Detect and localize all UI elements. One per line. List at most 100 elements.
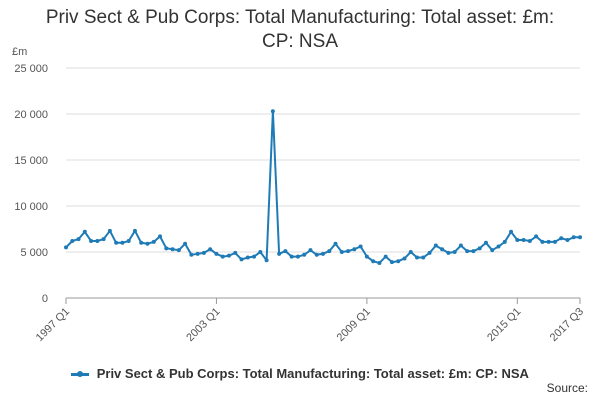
data-point — [302, 252, 307, 257]
data-point — [352, 247, 357, 252]
data-point — [321, 251, 325, 256]
data-point — [176, 248, 181, 253]
data-point — [339, 250, 344, 254]
data-point — [126, 238, 131, 243]
data-point — [220, 254, 225, 259]
data-point — [76, 237, 81, 242]
data-point — [183, 241, 188, 246]
data-point — [502, 239, 507, 244]
data-point — [70, 238, 75, 243]
data-point — [527, 238, 532, 243]
data-point — [458, 243, 463, 248]
data-point — [534, 234, 539, 239]
series-group — [64, 109, 582, 266]
data-point — [277, 251, 282, 256]
data-point — [490, 248, 495, 253]
data-point — [521, 238, 526, 243]
data-point — [233, 250, 238, 255]
data-point — [170, 247, 175, 252]
axes: 0 5 000 10 000 15 000 20 000 25 000 1997 Q1 200… — [14, 63, 586, 344]
data-point — [408, 250, 413, 254]
legend-swatch-icon — [71, 371, 90, 378]
data-point — [314, 252, 319, 257]
x-tick-label: 2017 Q3 — [548, 306, 586, 344]
data-point — [402, 256, 407, 261]
data-point — [364, 254, 369, 259]
data-point — [132, 228, 137, 233]
y-tick-label: 0 — [42, 293, 48, 305]
data-point — [308, 248, 313, 253]
x-tick-label: 2009 Q1 — [335, 306, 373, 344]
data-point — [578, 235, 582, 240]
data-point — [295, 254, 300, 259]
data-point — [264, 258, 269, 263]
data-point — [377, 261, 382, 266]
series-line — [65, 110, 580, 264]
data-point — [389, 260, 394, 265]
data-point — [114, 240, 119, 245]
data-point — [509, 229, 514, 234]
data-point — [559, 236, 564, 241]
x-tick-label: 1997 Q1 — [34, 306, 72, 344]
data-point — [226, 253, 231, 258]
source-label: Source: — [546, 381, 588, 395]
data-point — [214, 251, 219, 256]
data-point — [258, 250, 263, 254]
data-point — [483, 240, 488, 245]
data-point — [201, 250, 206, 255]
data-point — [289, 254, 294, 259]
data-point — [64, 245, 68, 250]
data-point — [139, 240, 144, 245]
y-tick-label: 15 000 — [14, 155, 48, 167]
grid-lines — [66, 67, 580, 299]
data-point — [333, 241, 338, 246]
data-point — [477, 246, 482, 251]
data-point — [546, 239, 551, 244]
data-point — [239, 257, 244, 262]
data-point — [565, 238, 570, 243]
data-point — [101, 237, 106, 242]
data-point — [571, 235, 576, 240]
data-point — [208, 247, 213, 252]
data-point — [540, 239, 545, 244]
data-point — [415, 255, 420, 260]
data-point — [89, 238, 94, 243]
data-point — [346, 249, 351, 254]
y-tick-label: 5 000 — [20, 247, 48, 259]
data-point — [427, 250, 432, 255]
y-axis-unit-label: £m — [12, 46, 28, 58]
data-point — [252, 254, 257, 259]
data-point — [440, 247, 445, 252]
data-point — [396, 259, 401, 264]
data-point — [371, 259, 376, 264]
data-point — [245, 255, 250, 260]
data-point — [383, 254, 388, 259]
data-point — [465, 249, 470, 254]
data-point — [151, 239, 156, 244]
data-point — [107, 228, 112, 233]
data-point — [433, 243, 438, 248]
chart-title: Priv Sect & Pub Corps: Total Manufacturi… — [45, 7, 555, 52]
data-point — [195, 251, 200, 256]
data-point — [120, 240, 125, 245]
data-point — [452, 250, 457, 254]
x-tick-label: 2003 Q1 — [184, 306, 222, 344]
data-point — [552, 239, 557, 244]
data-point — [515, 238, 520, 243]
data-point — [283, 249, 288, 254]
y-tick-label: 10 000 — [14, 201, 48, 213]
data-point — [496, 244, 501, 249]
x-tick-label: 2015 Q1 — [485, 306, 523, 344]
legend-label: Priv Sect & Pub Corps: Total Manufacturi… — [96, 366, 529, 381]
y-tick-label: 25 000 — [14, 63, 48, 75]
data-point — [358, 244, 363, 249]
data-point — [327, 249, 332, 254]
data-point — [471, 249, 476, 254]
data-point — [189, 252, 194, 257]
data-point — [421, 255, 426, 260]
data-point — [82, 229, 87, 234]
y-tick-label: 20 000 — [14, 109, 48, 121]
legend[interactable]: Priv Sect & Pub Corps: Total Manufacturi… — [0, 366, 600, 381]
data-point — [164, 246, 169, 251]
